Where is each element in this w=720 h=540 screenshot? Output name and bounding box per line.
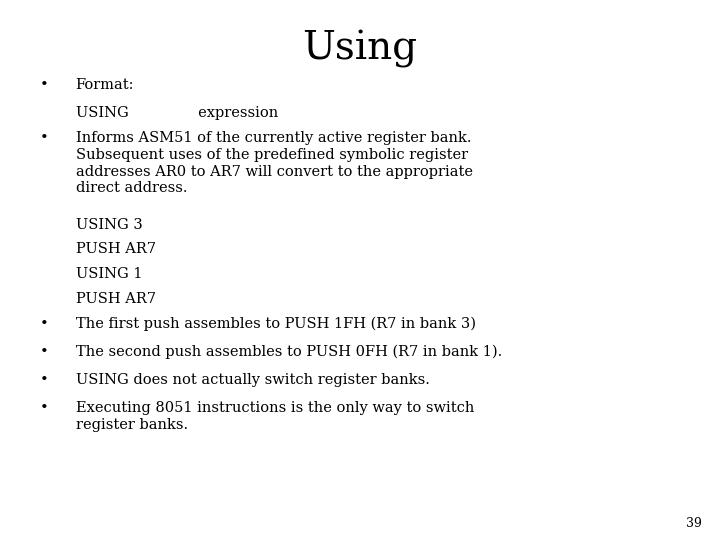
Text: USING 1: USING 1	[76, 267, 142, 281]
Text: •: •	[40, 78, 48, 92]
Text: USING               expression: USING expression	[76, 106, 278, 120]
Text: The first push assembles to PUSH 1FH (R7 in bank 3): The first push assembles to PUSH 1FH (R7…	[76, 317, 476, 332]
Text: Format:: Format:	[76, 78, 134, 92]
Text: The second push assembles to PUSH 0FH (R7 in bank 1).: The second push assembles to PUSH 0FH (R…	[76, 345, 502, 360]
Text: 39: 39	[686, 517, 702, 530]
Text: •: •	[40, 373, 48, 387]
Text: •: •	[40, 345, 48, 359]
Text: USING does not actually switch register banks.: USING does not actually switch register …	[76, 373, 429, 387]
Text: Informs ASM51 of the currently active register bank.
Subsequent uses of the pred: Informs ASM51 of the currently active re…	[76, 131, 472, 195]
Text: PUSH AR7: PUSH AR7	[76, 242, 156, 256]
Text: •: •	[40, 401, 48, 415]
Text: Executing 8051 instructions is the only way to switch
register banks.: Executing 8051 instructions is the only …	[76, 401, 474, 432]
Text: Using: Using	[302, 30, 418, 68]
Text: •: •	[40, 317, 48, 331]
Text: USING 3: USING 3	[76, 218, 143, 232]
Text: •: •	[40, 131, 48, 145]
Text: PUSH AR7: PUSH AR7	[76, 292, 156, 306]
